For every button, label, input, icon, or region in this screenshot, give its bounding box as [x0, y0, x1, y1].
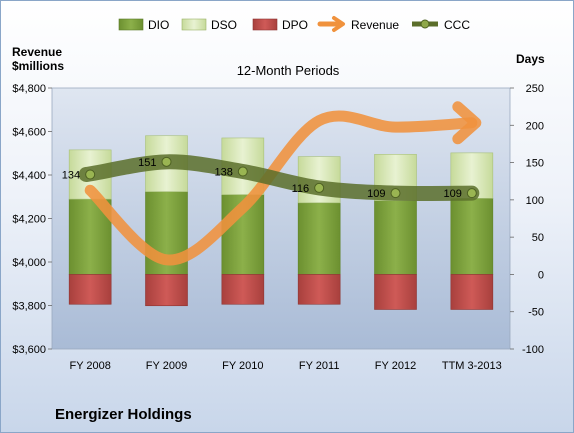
ccc-point — [237, 166, 248, 177]
chart-title: 12-Month Periods — [237, 63, 340, 78]
legend-swatch-dio — [118, 18, 144, 31]
x-axis-tick-label: FY 2012 — [375, 360, 416, 372]
bar-dpo — [450, 274, 494, 310]
company-name: Energizer Holdings — [55, 406, 192, 423]
left-axis: $3,600 $3,800 $4,000 $4,200 $4,400 $4,600 $4,8… — [12, 83, 52, 356]
right-axis-tick-label: 50 — [532, 232, 544, 244]
legend-label-dso: DSO — [211, 18, 237, 32]
bar-dio — [297, 202, 341, 275]
x-axis-tick-label: FY 2010 — [222, 360, 263, 372]
legend-swatch-revenue — [317, 16, 345, 32]
left-axis-tick-label: $3,600 — [12, 344, 46, 356]
right-axis-title: Days — [516, 52, 545, 66]
right-axis-tick-label: -100 — [522, 344, 544, 356]
legend-label-ccc: CCC — [444, 18, 470, 32]
ccc-line — [78, 154, 480, 202]
bar-dio — [374, 200, 417, 275]
plot-area — [51, 87, 511, 350]
left-axis-tick-label: $4,400 — [12, 170, 46, 182]
left-axis-tick-label: $4,000 — [12, 257, 46, 269]
bar-dpo — [68, 274, 112, 305]
legend-label-revenue: Revenue — [351, 18, 399, 32]
left-axis-title-line2: $millions — [12, 59, 64, 73]
left-axis-tick-label: $3,800 — [12, 301, 46, 313]
ccc-point — [85, 169, 96, 180]
ccc-data-label: 109 — [443, 188, 461, 200]
right-axis: -100 -50 0 50 100 150 200 250 — [510, 83, 544, 356]
right-axis-tick-label: 100 — [526, 195, 544, 207]
left-axis-title-line1: Revenue — [12, 45, 62, 59]
x-axis-tick-label: FY 2008 — [69, 360, 110, 372]
ccc-point — [466, 188, 477, 199]
right-axis-tick-label: 150 — [526, 158, 544, 170]
x-axis-tick-label: FY 2011 — [299, 360, 340, 372]
left-axis-tick-label: $4,600 — [12, 127, 46, 139]
ccc-data-label: 116 — [292, 183, 310, 195]
x-axis-tick-label: TTM 3-2013 — [442, 360, 502, 372]
ccc-data-label: 134 — [62, 170, 80, 182]
legend: DIO DSO DPO Revenue CCC — [118, 16, 470, 32]
right-axis-tick-label: 250 — [526, 83, 544, 95]
ccc-data-label: 151 — [138, 157, 156, 169]
bar-series — [68, 135, 494, 310]
bar-dpo — [374, 274, 417, 310]
bar-dio — [450, 198, 494, 275]
left-axis-tick-label: $4,800 — [12, 83, 46, 95]
bar-dpo — [297, 274, 341, 305]
right-axis-tick-label: -50 — [528, 307, 544, 319]
x-axis-tick-label: FY 2009 — [146, 360, 187, 372]
ccc-data-label: 138 — [214, 167, 232, 179]
left-axis-tick-label: $4,200 — [12, 214, 46, 226]
ccc-data-label: 109 — [367, 188, 385, 200]
ccc-point — [161, 156, 172, 167]
bar-dpo — [221, 274, 265, 305]
legend-label-dpo: DPO — [282, 18, 308, 32]
legend-swatch-ccc — [412, 19, 438, 29]
right-axis-tick-label: 200 — [526, 120, 544, 132]
bar-dio — [68, 198, 112, 275]
revenue-arrowhead — [452, 101, 482, 145]
ccc-point — [314, 182, 325, 193]
legend-label-dio: DIO — [148, 18, 169, 32]
x-axis: FY 2008 FY 2009 FY 2010 FY 2011 FY 2012 TTM 3… — [69, 360, 501, 372]
ccc-series: 134 151 138 116 109 109 — [62, 154, 480, 202]
legend-swatch-dso — [181, 18, 207, 31]
right-axis-tick-label: 0 — [538, 269, 544, 281]
ccc-point — [390, 188, 401, 199]
bar-dpo — [145, 274, 188, 307]
legend-swatch-dpo — [252, 18, 278, 31]
